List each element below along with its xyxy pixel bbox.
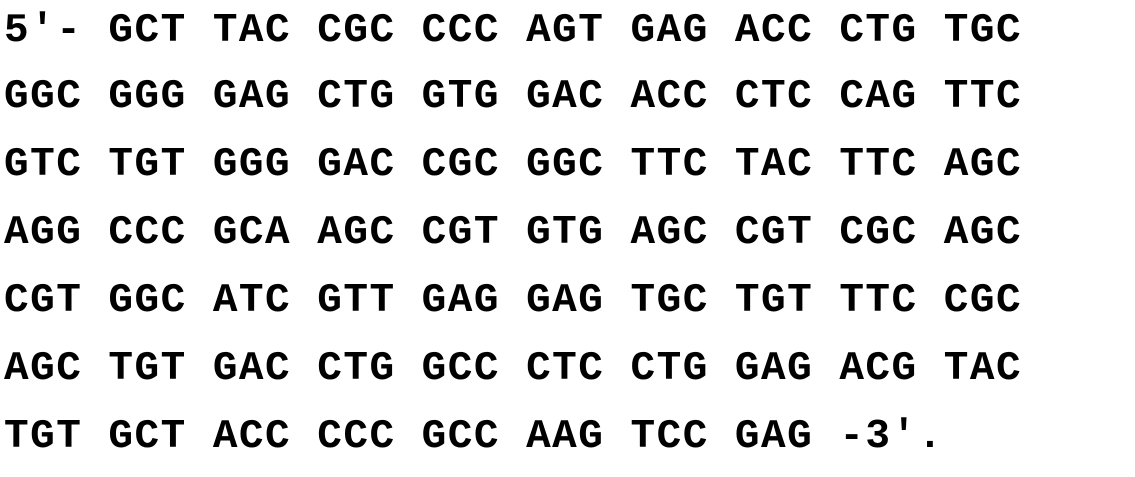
sequence-line-7: TGT GCT ACC CCC GCC AAG TCC GAG -3′.: [4, 414, 944, 460]
sequence-line-1: 5′- GCT TAC CGC CCC AGT GAG ACC CTG TGC: [4, 8, 1023, 54]
sequence-line-3: GTC TGT GGG GAC CGC GGC TTC TAC TTC AGC: [4, 142, 1023, 188]
sequence-line-2: GGC GGG GAG CTG GTG GAC ACC CTC CAG TTC: [4, 74, 1023, 120]
sequence-line-6: AGC TGT GAC CTG GCC CTC CTG GAG ACG TAC: [4, 346, 1023, 392]
sequence-line-5: CGT GGC ATC GTT GAG GAG TGC TGT TTC CGC: [4, 278, 1023, 324]
sequence-line-4: AGG CCC GCA AGC CGT GTG AGC CGT CGC AGC: [4, 210, 1023, 256]
